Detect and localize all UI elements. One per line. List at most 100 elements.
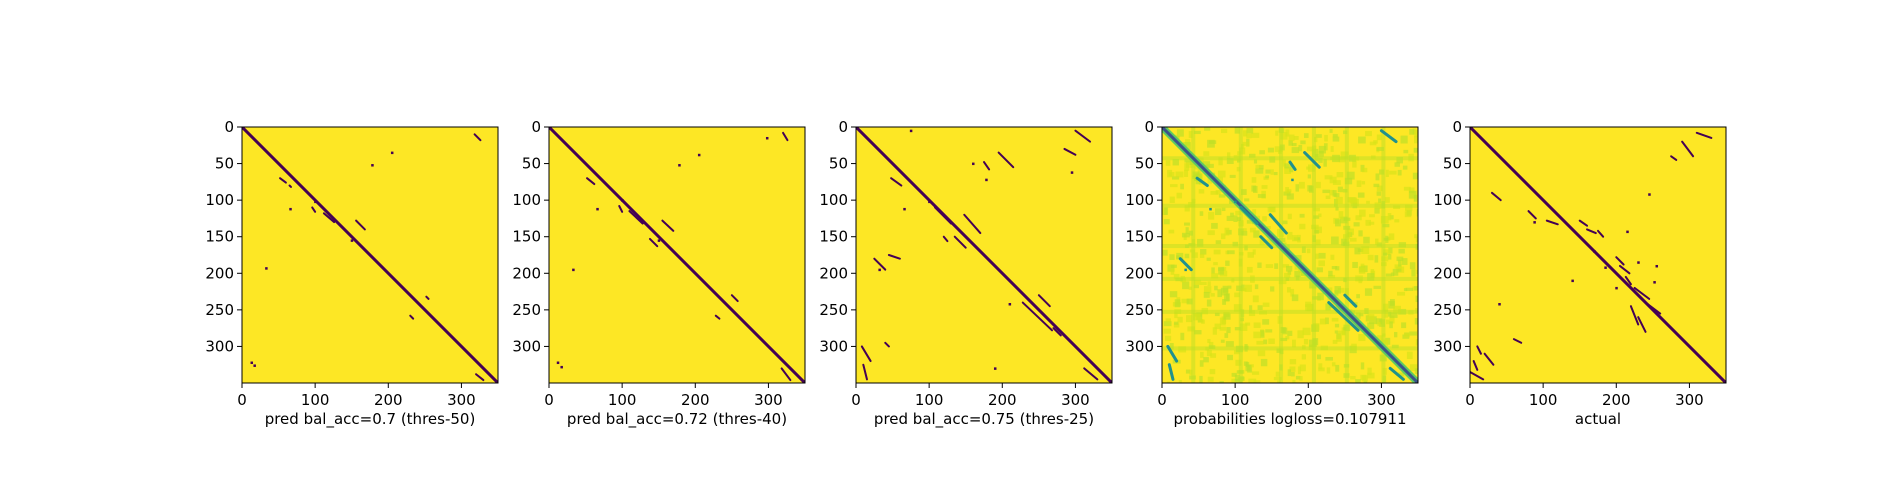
prob-speckle [1280,132,1288,140]
contact-segment [1615,256,1625,266]
prob-speckle [1213,262,1218,266]
y-tick-label: 100 [819,191,848,209]
prob-speckle [1184,222,1190,226]
contact-segment [1063,147,1077,156]
prob-speckle [1242,141,1250,146]
prob-band-horizontal [1162,244,1418,249]
contact-dot [596,207,599,211]
prob-speckle [1295,184,1299,192]
prob-speckle [1192,312,1201,321]
prob-speckle [1275,130,1279,136]
prob-speckle [1285,187,1290,194]
x-axis-label: pred bal_acc=0.7 (thres-50) [265,410,476,429]
prob-speckle [1225,250,1229,255]
y-tick-label: 300 [819,337,848,355]
prob-speckle [1246,127,1254,134]
diagonal-line [856,127,1112,383]
prob-speckle [1331,362,1336,367]
contact-dot [903,207,906,211]
prob-speckle [1358,230,1363,237]
prob-speckle [1336,172,1344,178]
prob-speckle [1334,286,1341,294]
prob-speckle [1328,274,1336,279]
prob-speckle [1259,150,1265,155]
contact-segment [730,294,739,303]
contact-segment [473,133,482,142]
contact-segment [1476,345,1482,355]
prob-speckle [1286,265,1293,272]
prob-speckle [1288,140,1293,146]
x-tick-label: 0 [544,391,554,409]
contact-dot [1184,268,1187,272]
contact-dot [909,129,913,133]
prob-speckle [1350,375,1356,380]
prob-speckle [1235,359,1242,366]
contact-segment [618,204,624,213]
prob-band-horizontal [1162,203,1418,208]
contact-segment [890,177,903,187]
prob-speckle [1214,312,1220,317]
prob-speckle [1299,223,1306,230]
prob-speckle [1335,219,1341,227]
prob-speckle [1323,158,1327,167]
prob-speckle [1251,132,1260,138]
prob-speckle [1284,166,1292,174]
prob-speckle [1416,209,1418,217]
axes-frame [1469,126,1727,384]
prob-speckle [1173,321,1179,325]
y-tick-label: 0 [531,118,541,136]
prob-speckle [1231,372,1237,377]
prob-speckle [1366,200,1370,204]
prob-speckle [1352,261,1358,269]
x-tick-label: 0 [1157,391,1167,409]
prob-speckle [1338,211,1344,219]
contact-segment [1037,294,1051,308]
prob-speckle [1269,206,1276,213]
y-tick-label: 200 [819,264,848,282]
prob-speckle [1208,212,1215,220]
y-tick-label: 100 [1125,191,1154,209]
prob-speckle [1330,254,1335,260]
prob-speckle [1416,269,1418,275]
prob-speckle [1355,379,1361,383]
prob-speckle [1197,238,1204,247]
prob-speckle [1409,262,1416,270]
prob-speckle [1257,305,1263,310]
y-tick-label: 200 [1125,264,1154,282]
prob-speckle [1186,161,1190,168]
prob-speckle [1246,266,1253,273]
contact-segment [1195,176,1209,188]
contact-segment [884,341,890,348]
contact-segment [311,206,317,213]
prob-speckle [1406,351,1413,360]
prob-speckle [1200,351,1204,358]
prob-speckle [1290,288,1295,297]
prob-speckle [1287,330,1293,336]
prob-speckle [1199,211,1204,216]
prob-speckle [1265,264,1274,269]
prob-speckle [1353,222,1360,227]
prob-speckle [1323,143,1328,151]
prob-speckle [1193,130,1201,135]
prob-speckle [1291,294,1299,302]
contact-dot [1571,279,1574,283]
y-tick-label: 100 [1433,191,1462,209]
prob-speckle [1292,339,1296,348]
prob-speckle [1173,273,1180,280]
prob-speckle [1216,176,1223,183]
prob-speckle [1405,204,1413,212]
prob-speckle [1235,210,1242,215]
prob-speckle [1414,136,1418,144]
prob-speckle [1207,281,1211,287]
prob-speckle [1171,176,1180,180]
prob-speckle [1408,190,1417,199]
prob-speckle [1183,142,1191,150]
contact-dot [621,199,624,202]
contact-segment [1681,140,1695,158]
prob-speckle [1370,269,1375,276]
prob-speckle [1245,364,1251,372]
x-tick-label: 300 [1061,391,1090,409]
prob-speckle [1168,172,1175,177]
contact-segment [953,235,967,249]
y-tick-label: 200 [512,264,541,282]
